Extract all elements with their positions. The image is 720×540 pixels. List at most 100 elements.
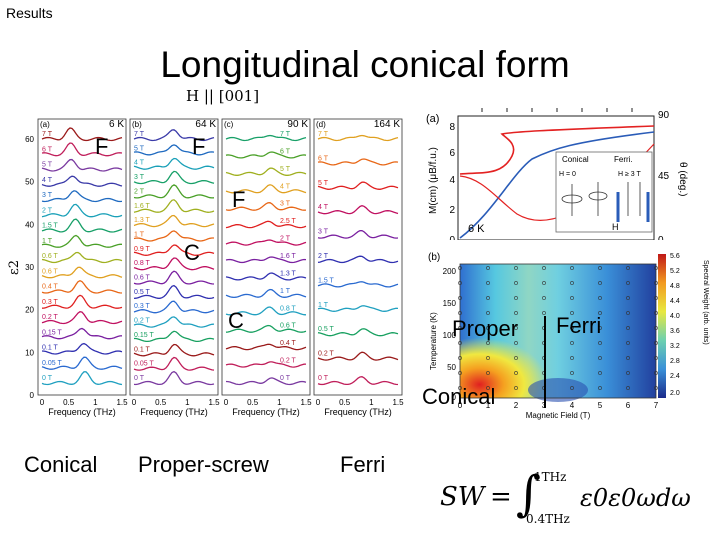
spectrum-field-label: 1.5 T [42, 223, 59, 230]
spectrum-curve [133, 144, 215, 156]
annotation-c: C [184, 240, 200, 265]
spectrum-curve [225, 324, 307, 333]
spectrum-curve [317, 205, 399, 215]
colorbar [658, 254, 666, 398]
colorbar-tick: 2.0 [670, 390, 680, 397]
spectrum-field-label: 0.05 T [42, 360, 62, 367]
phase-data-point [458, 356, 462, 360]
spectrum-field-label: 2 T [280, 236, 291, 243]
spectrum-field-label: 5 T [134, 145, 145, 152]
spectrum-field-label: 3 T [134, 174, 145, 181]
spectrum-curve [225, 288, 307, 299]
spectra-xtick: 0.5 [63, 398, 75, 407]
spectrum-field-label: 1 T [318, 302, 329, 309]
caption-ferri: Ferri [340, 452, 386, 477]
spectrum-curve [41, 175, 123, 187]
spectrum-field-label: 2.5 T [280, 218, 297, 225]
mag-right-tick: 90 [658, 110, 670, 121]
phase-data-point [598, 386, 602, 390]
spectra-xtick: 0 [316, 398, 321, 407]
equation-lower-limit: 0.4THz [526, 512, 570, 526]
spectrum-curve [225, 167, 307, 176]
section-label: Results [6, 5, 53, 21]
phase-data-point [598, 356, 602, 360]
phase-data-point [626, 296, 630, 300]
magnetization-curve-blue [459, 131, 655, 239]
spectrum-field-label: 0.8 T [134, 260, 151, 267]
phase-data-point [654, 281, 658, 285]
spectrum-field-label: 0.4 T [42, 284, 59, 291]
spectrum-curve [225, 184, 307, 194]
phase-data-point [598, 311, 602, 315]
phase-data-point [570, 326, 574, 330]
spectrum-field-label: 1.5 T [318, 277, 335, 284]
phase-data-point [486, 281, 490, 285]
spectra-xtick: 1 [369, 398, 374, 407]
spectrum-curve [133, 370, 215, 386]
spectra-panel-letter: (b) [132, 120, 142, 129]
spectrum-curve [317, 229, 399, 239]
spectrum-field-label: 0.2 T [42, 314, 59, 321]
colorbar-tick: 5.6 [670, 253, 680, 260]
annotation-conical: Conical [422, 384, 496, 409]
phase-data-point [542, 311, 546, 315]
phase-data-point [486, 341, 490, 345]
phase-data-point [654, 386, 658, 390]
spectrum-field-label: 4 T [42, 177, 53, 184]
phase-xtick: 6 [626, 401, 631, 410]
spectrum-curve [133, 300, 215, 314]
spectrum-curve [41, 356, 123, 370]
spectrum-curve [41, 266, 123, 279]
phase-data-point [654, 371, 658, 375]
spectrum-curve [317, 255, 399, 264]
phase-panel-letter: (b) [428, 252, 440, 263]
spectra-panel-temperature: 164 K [374, 119, 400, 130]
spectrum-field-label: 5 T [42, 162, 53, 169]
spectrum-field-label: 2 T [134, 188, 145, 195]
phase-xtick: 7 [654, 401, 659, 410]
spectrum-curve [317, 328, 399, 337]
phase-ytick: 150 [443, 299, 457, 308]
spectrum-field-label: 2 T [42, 207, 53, 214]
phase-data-point [514, 311, 518, 315]
phase-data-point [514, 266, 518, 270]
spectra-panel-temperature: 64 K [195, 119, 216, 130]
phase-y-axis-label: Temperature (K) [429, 312, 438, 370]
spectrum-curve [317, 281, 399, 288]
spectrum-field-label: 0.2 T [134, 318, 151, 325]
phase-data-point [486, 296, 490, 300]
phase-ytick: 0 [452, 393, 457, 402]
spectrum-field-label: 0.6 T [42, 268, 59, 275]
spectrum-field-label: 0.3 T [134, 303, 151, 310]
spectrum-curve [133, 244, 215, 256]
phase-data-point [570, 311, 574, 315]
spectrum-curve [133, 230, 214, 242]
spectrum-curve [317, 134, 399, 142]
spectrum-curve [41, 371, 123, 386]
spectra-ytick: 60 [25, 135, 34, 144]
spectrum-field-label: 0.4 T [280, 340, 297, 347]
spectrum-field-label: 0 T [318, 375, 329, 382]
spectrum-field-label: 0.5 T [318, 326, 335, 333]
spectrum-curve [41, 218, 123, 233]
spectrum-curve [225, 343, 307, 351]
spectra-x-axis-label: Frequency (THz) [140, 407, 208, 417]
spectra-ytick: 0 [30, 391, 35, 400]
spectra-xtick: 0.5 [155, 398, 167, 407]
spectrum-field-label: 7 T [134, 131, 145, 138]
caption-conical: Conical [24, 452, 98, 477]
phase-diagram: (b) 0 50 100 150 200 0 1 2 3 4 5 6 7 Mag… [420, 240, 715, 420]
magnetization-figure: (a) 0 2 4 6 8 0 45 90 M(cm) (μB/f.u.) θ … [422, 104, 712, 256]
equation-upper-limit: 1THz [534, 470, 567, 484]
phase-data-point [626, 386, 630, 390]
spectrum-field-label: 5 T [318, 180, 329, 187]
spectrum-field-label: 7 T [280, 131, 291, 138]
spectrum-curve [133, 170, 215, 185]
phase-data-point [542, 266, 546, 270]
phase-ytick: 200 [443, 267, 457, 276]
spectrum-field-label: 0 T [134, 375, 145, 382]
spectrum-curve [225, 377, 307, 386]
spectrum-field-label: 0.6 T [134, 275, 151, 282]
spectrum-curve [41, 190, 123, 203]
spectrum-field-label: 0.9 T [134, 246, 151, 253]
